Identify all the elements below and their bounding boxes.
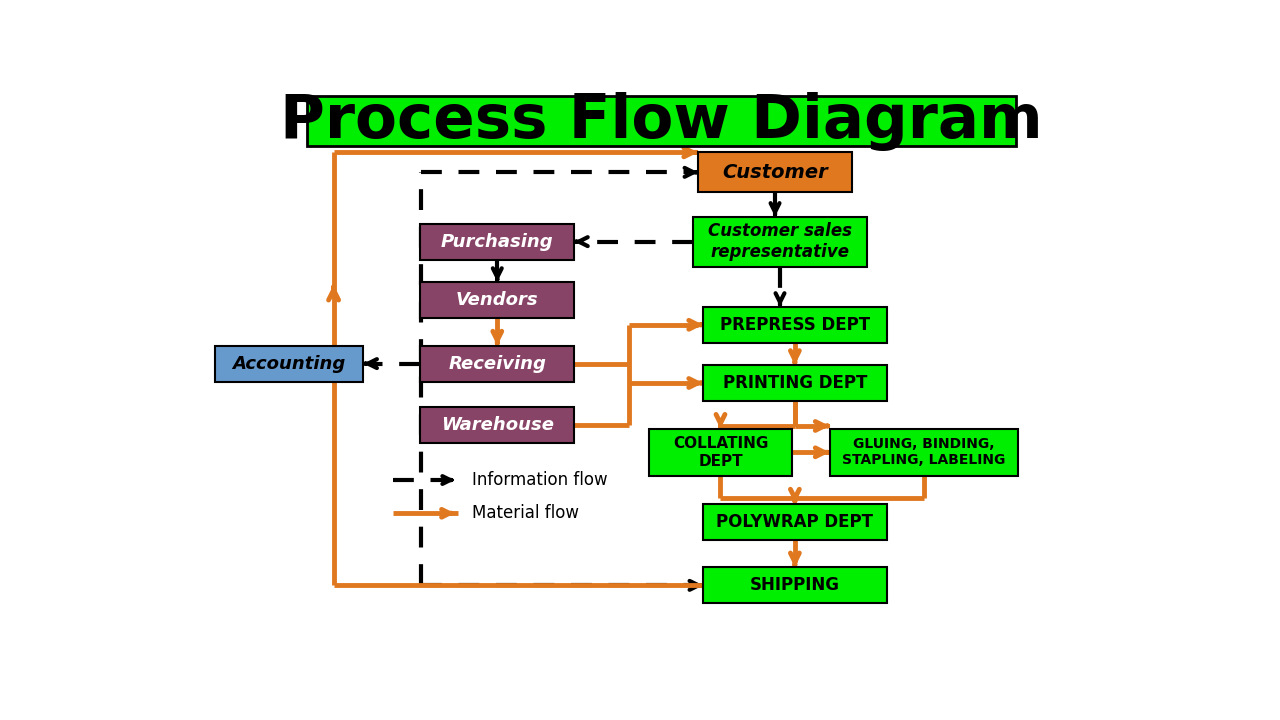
Text: Vendors: Vendors — [456, 291, 539, 309]
FancyBboxPatch shape — [698, 153, 852, 192]
Text: SHIPPING: SHIPPING — [750, 576, 840, 595]
Text: PREPRESS DEPT: PREPRESS DEPT — [719, 316, 870, 334]
Text: PRINTING DEPT: PRINTING DEPT — [723, 374, 867, 392]
FancyBboxPatch shape — [420, 224, 575, 260]
Text: Material flow: Material flow — [472, 504, 580, 522]
FancyBboxPatch shape — [703, 503, 887, 539]
Text: Information flow: Information flow — [472, 471, 608, 489]
Text: Process Flow Diagram: Process Flow Diagram — [279, 92, 1042, 150]
Text: Customer sales
representative: Customer sales representative — [708, 222, 852, 261]
FancyBboxPatch shape — [215, 346, 364, 382]
Text: POLYWRAP DEPT: POLYWRAP DEPT — [717, 513, 873, 531]
Text: Accounting: Accounting — [233, 354, 346, 373]
FancyBboxPatch shape — [420, 282, 575, 318]
FancyBboxPatch shape — [694, 217, 867, 266]
Text: Purchasing: Purchasing — [442, 233, 553, 251]
Text: Receiving: Receiving — [448, 354, 547, 373]
FancyBboxPatch shape — [649, 428, 792, 476]
Text: Warehouse: Warehouse — [440, 415, 554, 433]
FancyBboxPatch shape — [703, 567, 887, 603]
FancyBboxPatch shape — [307, 96, 1016, 146]
Text: Customer: Customer — [722, 163, 828, 182]
FancyBboxPatch shape — [420, 407, 575, 443]
Text: COLLATING
DEPT: COLLATING DEPT — [673, 436, 768, 469]
FancyBboxPatch shape — [703, 365, 887, 401]
FancyBboxPatch shape — [420, 346, 575, 382]
Text: GLUING, BINDING,
STAPLING, LABELING: GLUING, BINDING, STAPLING, LABELING — [842, 437, 1006, 467]
FancyBboxPatch shape — [829, 428, 1018, 476]
FancyBboxPatch shape — [703, 307, 887, 343]
